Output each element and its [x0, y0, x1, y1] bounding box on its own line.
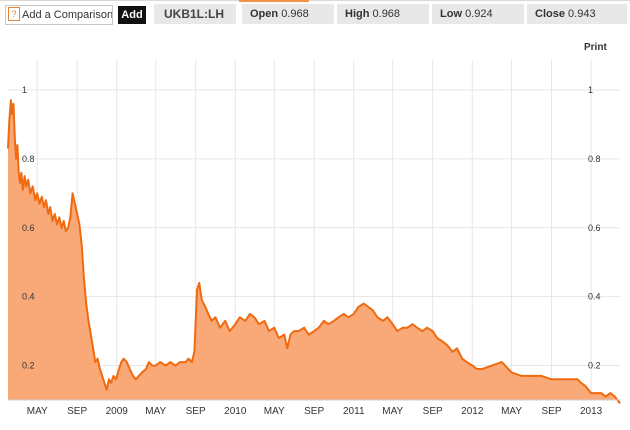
x-tick-label: 2011 — [343, 406, 365, 417]
x-tick-label: 2010 — [224, 406, 247, 417]
close-value: 0.943 — [568, 8, 596, 20]
low-value: 0.924 — [465, 8, 493, 20]
low-stat: Low 0.924 — [432, 4, 524, 24]
add-comparison-label: Add a Comparison — [22, 9, 113, 21]
x-tick-label: MAY — [145, 406, 166, 417]
y-tick-label-right: 1 — [588, 85, 593, 95]
x-tick-label: MAY — [27, 406, 48, 417]
x-tick-label: 2009 — [106, 406, 129, 417]
x-tick-label: MAY — [264, 406, 285, 417]
x-tick-label: SEP — [423, 406, 443, 417]
ticker-symbol: UKB1L:LH — [154, 4, 236, 24]
x-tick-label: MAY — [382, 406, 403, 417]
high-value: 0.968 — [372, 8, 401, 20]
open-stat: Open 0.968 — [242, 4, 334, 24]
low-label: Low — [440, 8, 462, 20]
y-tick-label-right: 0.8 — [588, 154, 601, 164]
add-button[interactable]: Add — [118, 6, 146, 24]
close-label: Close — [535, 8, 565, 20]
x-tick-label: SEP — [304, 406, 324, 417]
help-icon[interactable]: ? — [8, 7, 20, 21]
price-area — [8, 100, 620, 404]
x-tick-label: 2012 — [461, 406, 484, 417]
toolbar-accent-strip — [239, 0, 309, 2]
add-comparison-input[interactable]: ? Add a Comparison — [5, 5, 113, 25]
y-tick-label-left: 0.6 — [22, 223, 35, 233]
high-stat: High 0.968 — [337, 4, 429, 24]
y-tick-label-left: 0.2 — [22, 361, 35, 371]
x-tick-label: MAY — [501, 406, 522, 417]
quote-toolbar: ? Add a Comparison Add UKB1L:LH Open 0.96… — [0, 0, 630, 30]
y-tick-label-right: 0.4 — [588, 292, 601, 302]
x-tick-label: SEP — [541, 406, 561, 417]
x-tick-label: 2013 — [580, 406, 603, 417]
y-tick-label-right: 0.6 — [588, 223, 601, 233]
y-tick-label-right: 0.2 — [588, 361, 601, 371]
high-label: High — [345, 8, 370, 20]
y-tick-label-left: 0.8 — [22, 154, 35, 164]
open-value: 0.968 — [281, 8, 309, 20]
y-tick-label-left: 0.4 — [22, 292, 35, 302]
print-button[interactable]: Print — [584, 42, 607, 53]
x-tick-label: SEP — [67, 406, 87, 417]
open-label: Open — [250, 8, 279, 20]
price-line — [7, 99, 621, 405]
x-tick-label: SEP — [186, 406, 206, 417]
close-stat: Close 0.943 — [527, 4, 627, 24]
toolbar-top-border — [0, 0, 630, 1]
y-tick-label-left: 1 — [22, 85, 27, 95]
price-chart: 1 1 0.8 0.8 0.6 0.6 0.4 0.4 0.2 0.2 MAY SEP 2009 MAY S… — [7, 60, 621, 417]
